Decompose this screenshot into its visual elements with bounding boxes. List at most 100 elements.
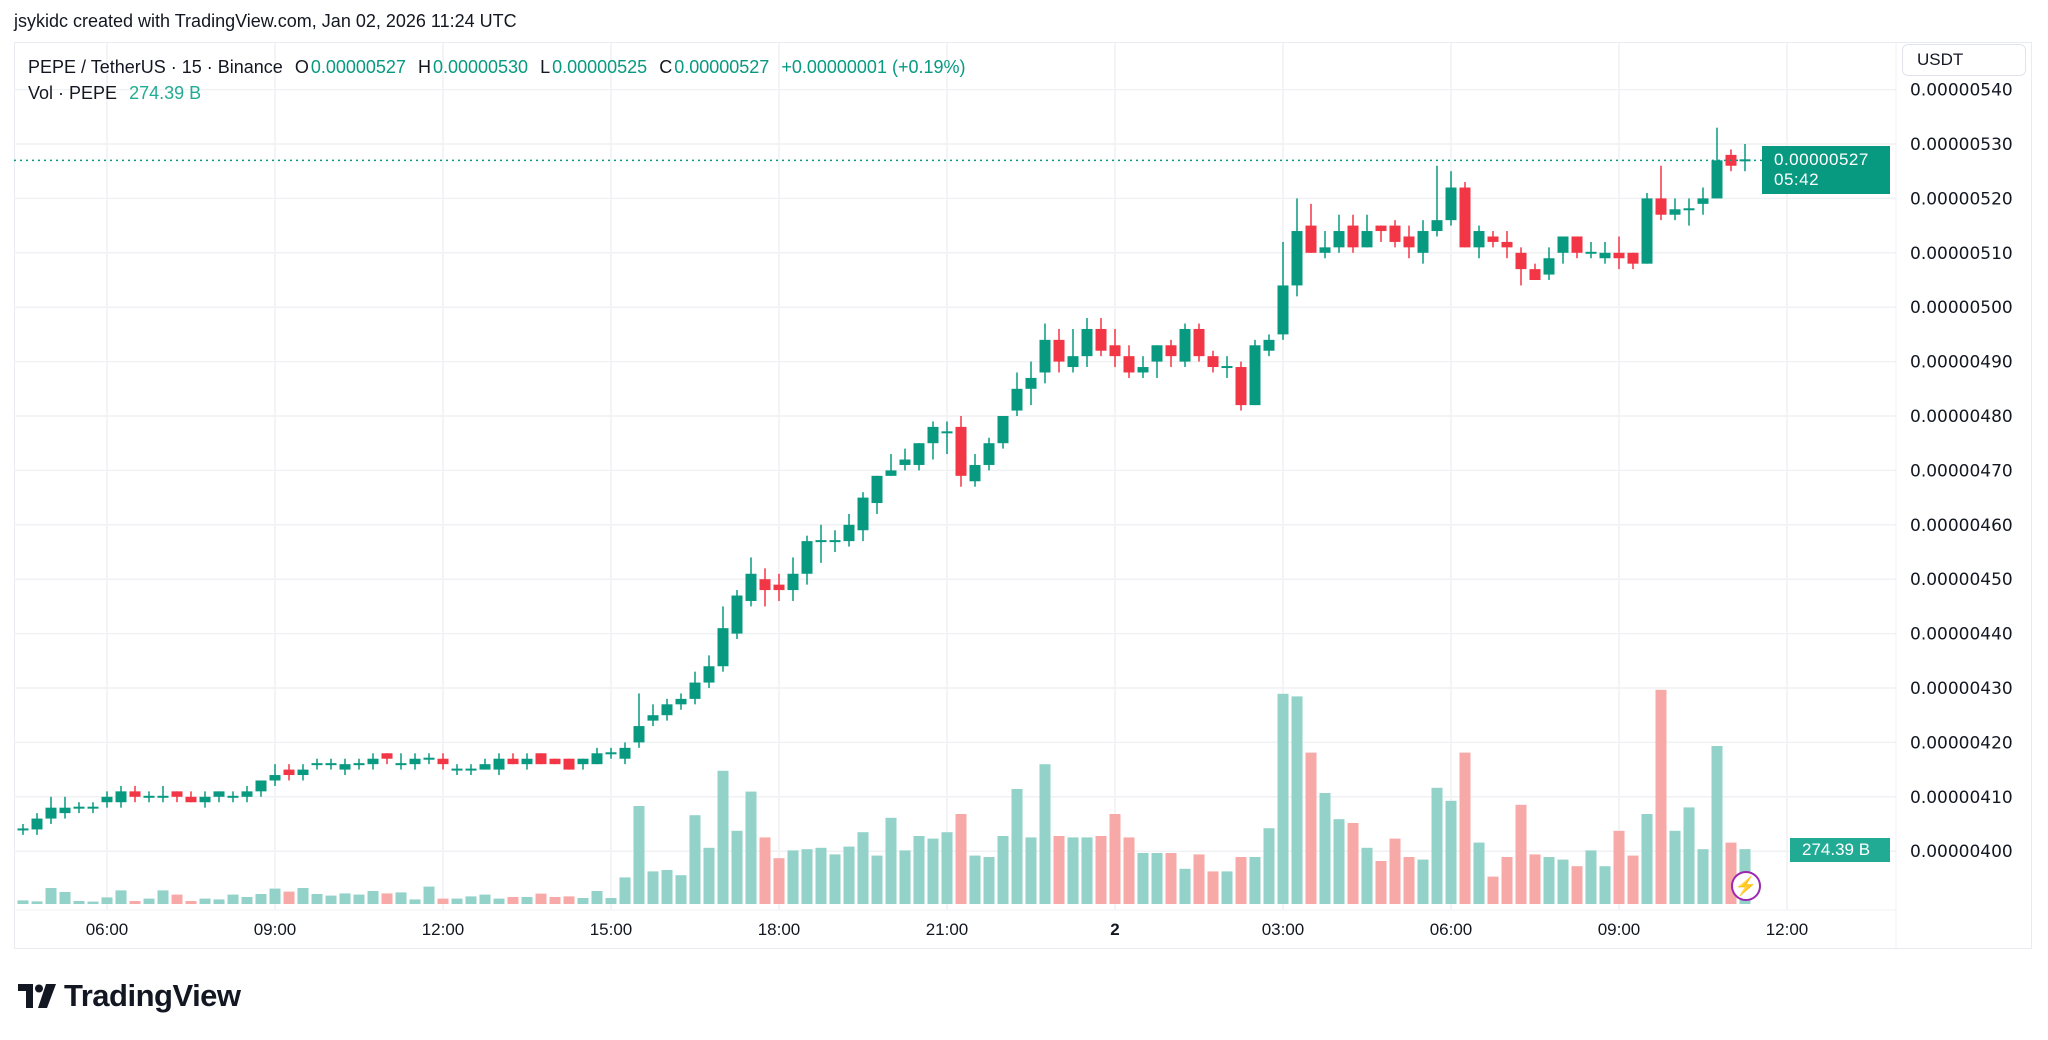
candle-down — [1095, 328, 1107, 351]
volume-bar — [1655, 689, 1667, 904]
candle-up — [717, 628, 729, 667]
volume-bar — [1151, 853, 1163, 904]
candle-up — [605, 752, 617, 755]
lightning-icon[interactable]: ⚡ — [1731, 871, 1761, 901]
volume-bar — [437, 898, 449, 904]
volume-bar — [1319, 793, 1331, 904]
candle-down — [1403, 236, 1415, 248]
volume-bar — [1557, 859, 1569, 904]
candle-up — [213, 791, 225, 797]
candle-up — [1333, 231, 1345, 248]
volume-bar — [283, 891, 295, 904]
candle-up — [1543, 258, 1555, 275]
volume-bar — [1235, 857, 1247, 904]
volume-bar — [1165, 853, 1177, 904]
volume-title[interactable]: Vol · PEPE — [28, 83, 118, 103]
volume-bar — [577, 898, 589, 904]
candles — [17, 127, 1751, 835]
price-tick-label: 0.00000480 — [1910, 407, 2013, 427]
candle-down — [549, 758, 561, 765]
volume-bar — [1403, 857, 1415, 904]
candle-up — [199, 796, 211, 803]
volume-bar — [983, 857, 995, 904]
candle-up — [787, 573, 799, 591]
candle-down — [507, 758, 519, 765]
candle-down — [1389, 225, 1401, 242]
tradingview-logo-icon — [18, 984, 56, 1008]
volume-bar — [367, 891, 379, 904]
candle-down — [185, 796, 197, 803]
candle-up — [1067, 356, 1079, 368]
candle-up — [1011, 388, 1023, 411]
volume-bar — [199, 898, 211, 904]
volume-bar — [675, 875, 687, 904]
candle-up — [661, 704, 673, 716]
candle-up — [1417, 231, 1429, 253]
candle-down — [1109, 345, 1121, 357]
volume-bar — [605, 898, 617, 904]
volume-bar — [17, 900, 29, 904]
candle-down — [1515, 252, 1527, 270]
candle-down — [1487, 236, 1499, 242]
candle-down — [1501, 241, 1513, 248]
volume-bar — [1501, 857, 1513, 904]
volume-bar — [1095, 836, 1107, 904]
volume-bar — [1025, 837, 1037, 904]
candle-up — [731, 595, 743, 634]
volume-bar — [339, 893, 351, 904]
candle-up — [577, 758, 589, 765]
volume-bar — [1221, 871, 1233, 904]
candle-up — [367, 758, 379, 765]
volume-bar — [815, 847, 827, 904]
candle-up — [927, 426, 939, 444]
candle-up — [1697, 198, 1709, 204]
change-value: +0.00000001 (+0.19%) — [781, 57, 966, 77]
volume-bar — [633, 806, 645, 904]
volume-bar — [787, 850, 799, 904]
candle-down — [283, 769, 295, 776]
candle-up — [409, 758, 421, 765]
volume-bar — [1515, 804, 1527, 904]
volume-bar — [1109, 814, 1121, 904]
candle-down — [171, 791, 183, 797]
candle-up — [1711, 160, 1723, 199]
time-tick-label: 15:00 — [590, 920, 633, 939]
candle-up — [353, 763, 365, 766]
chart-frame — [14, 42, 2032, 949]
volume-bar — [927, 838, 939, 904]
volume-bar — [1683, 807, 1695, 904]
volume-bar — [1179, 868, 1191, 904]
candle-up — [1277, 285, 1289, 335]
price-tick-label: 0.00000450 — [1910, 570, 2013, 590]
candle-down — [1305, 225, 1317, 253]
volume-bar — [157, 890, 169, 904]
volume-bar — [703, 847, 715, 904]
candle-down — [1571, 236, 1583, 253]
volume-bar — [381, 893, 393, 904]
candle-down — [1053, 339, 1065, 362]
candle-up — [255, 780, 267, 792]
last-price-value: 0.00000527 — [1774, 150, 1869, 169]
volume-bar — [885, 817, 897, 904]
candle-up — [1319, 247, 1331, 253]
volume-bar — [395, 892, 407, 904]
candle-down — [1655, 198, 1667, 215]
volume-bar — [465, 896, 477, 904]
volume-bar — [1697, 849, 1709, 904]
price-tick-label: 0.00000540 — [1910, 81, 2013, 101]
candle-up — [59, 807, 71, 814]
symbol-title[interactable]: PEPE / TetherUS · 15 · Binance — [28, 57, 283, 77]
volume-bar — [1053, 836, 1065, 904]
candle-down — [535, 753, 547, 765]
volume-bar — [1529, 854, 1541, 904]
volume-bar — [129, 901, 141, 904]
candle-up — [689, 682, 701, 699]
close-label: C — [659, 57, 673, 77]
candle-up — [843, 524, 855, 542]
volume-bar — [101, 897, 113, 904]
candle-down — [1459, 187, 1471, 248]
volume-bar — [549, 897, 561, 904]
price-tick-label: 0.00000510 — [1910, 244, 2013, 264]
currency-button[interactable]: USDT — [1902, 44, 2026, 76]
